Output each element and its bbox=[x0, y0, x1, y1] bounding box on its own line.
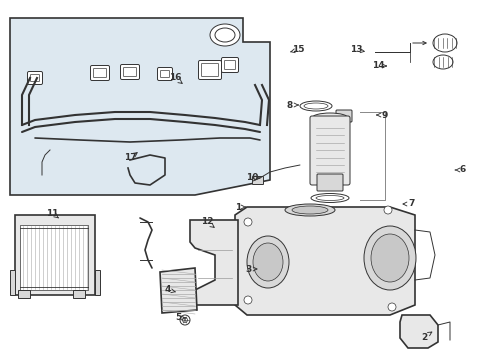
Polygon shape bbox=[160, 268, 197, 313]
Text: 17: 17 bbox=[123, 153, 136, 162]
FancyBboxPatch shape bbox=[160, 71, 169, 77]
Polygon shape bbox=[10, 270, 15, 295]
Ellipse shape bbox=[252, 243, 283, 281]
Text: 8: 8 bbox=[286, 100, 292, 109]
Polygon shape bbox=[18, 290, 30, 298]
Polygon shape bbox=[235, 207, 414, 315]
Text: 12: 12 bbox=[201, 217, 213, 226]
Text: 10: 10 bbox=[245, 174, 258, 183]
Ellipse shape bbox=[363, 226, 415, 290]
Polygon shape bbox=[73, 290, 85, 298]
FancyBboxPatch shape bbox=[30, 75, 40, 81]
FancyBboxPatch shape bbox=[335, 110, 351, 122]
FancyBboxPatch shape bbox=[198, 60, 221, 80]
Text: 1: 1 bbox=[234, 202, 241, 211]
FancyBboxPatch shape bbox=[224, 60, 235, 69]
FancyBboxPatch shape bbox=[252, 176, 263, 184]
Ellipse shape bbox=[246, 236, 288, 288]
Circle shape bbox=[180, 315, 190, 325]
Text: 16: 16 bbox=[168, 73, 181, 82]
Circle shape bbox=[182, 318, 187, 323]
Text: 4: 4 bbox=[164, 285, 171, 294]
Ellipse shape bbox=[291, 206, 327, 214]
Text: 7: 7 bbox=[408, 199, 414, 208]
FancyBboxPatch shape bbox=[221, 58, 238, 72]
Polygon shape bbox=[20, 225, 88, 290]
FancyBboxPatch shape bbox=[93, 68, 106, 77]
FancyBboxPatch shape bbox=[316, 174, 342, 191]
Ellipse shape bbox=[209, 24, 240, 46]
Circle shape bbox=[244, 296, 251, 304]
Text: 9: 9 bbox=[381, 111, 387, 120]
Polygon shape bbox=[399, 315, 437, 348]
Polygon shape bbox=[95, 270, 100, 295]
Circle shape bbox=[383, 206, 391, 214]
FancyBboxPatch shape bbox=[123, 68, 136, 77]
Text: 15: 15 bbox=[291, 45, 304, 54]
Text: 13: 13 bbox=[349, 45, 362, 54]
FancyBboxPatch shape bbox=[201, 63, 218, 77]
FancyBboxPatch shape bbox=[15, 215, 95, 295]
FancyBboxPatch shape bbox=[90, 66, 109, 81]
Text: 11: 11 bbox=[46, 208, 58, 217]
Circle shape bbox=[387, 303, 395, 311]
FancyBboxPatch shape bbox=[309, 116, 349, 185]
Text: 5: 5 bbox=[175, 314, 181, 323]
Circle shape bbox=[244, 218, 251, 226]
FancyBboxPatch shape bbox=[157, 68, 172, 81]
Ellipse shape bbox=[432, 34, 456, 52]
Ellipse shape bbox=[311, 113, 347, 123]
Text: 14: 14 bbox=[371, 62, 384, 71]
FancyBboxPatch shape bbox=[27, 72, 42, 85]
Ellipse shape bbox=[370, 234, 408, 282]
Polygon shape bbox=[190, 220, 238, 305]
Ellipse shape bbox=[310, 194, 348, 202]
Text: 2: 2 bbox=[420, 333, 426, 342]
Text: 3: 3 bbox=[244, 265, 251, 274]
FancyBboxPatch shape bbox=[120, 64, 139, 80]
Ellipse shape bbox=[432, 55, 452, 69]
Text: 6: 6 bbox=[459, 166, 465, 175]
Ellipse shape bbox=[285, 204, 334, 216]
Ellipse shape bbox=[215, 28, 235, 42]
Polygon shape bbox=[10, 18, 269, 195]
Ellipse shape bbox=[315, 195, 343, 201]
